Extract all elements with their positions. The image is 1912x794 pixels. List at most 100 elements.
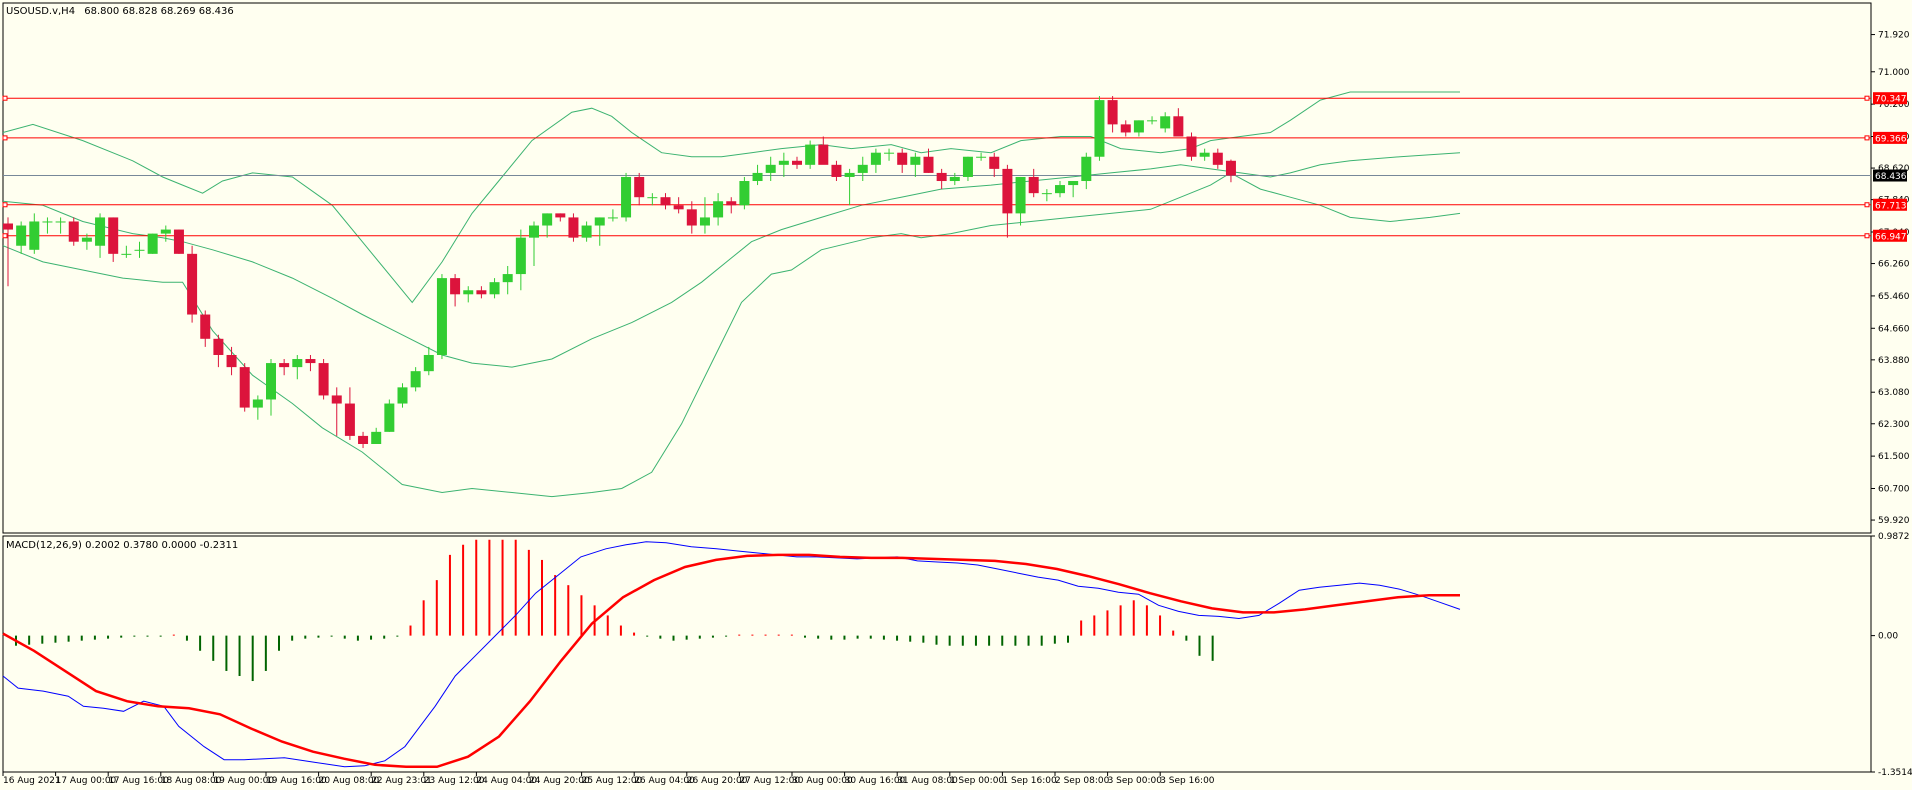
- level-handle[interactable]: [2, 95, 8, 101]
- bearish-candle[interactable]: [923, 156, 934, 173]
- bearish-candle[interactable]: [1120, 124, 1131, 133]
- bullish-candle[interactable]: [252, 399, 263, 408]
- bullish-candle[interactable]: [542, 213, 553, 226]
- bearish-candle[interactable]: [450, 278, 461, 295]
- bearish-candle[interactable]: [68, 221, 79, 242]
- bullish-candle[interactable]: [1041, 193, 1052, 195]
- bullish-candle[interactable]: [423, 354, 434, 372]
- bearish-candle[interactable]: [1028, 176, 1039, 194]
- bullish-candle[interactable]: [95, 217, 106, 246]
- bullish-candle[interactable]: [436, 278, 447, 355]
- bullish-candle[interactable]: [384, 403, 395, 432]
- bearish-candle[interactable]: [239, 367, 250, 408]
- bearish-candle[interactable]: [108, 217, 119, 254]
- bullish-candle[interactable]: [910, 156, 921, 165]
- bearish-candle[interactable]: [634, 176, 645, 198]
- bearish-candle[interactable]: [305, 359, 316, 364]
- bullish-candle[interactable]: [1094, 100, 1105, 157]
- bearish-candle[interactable]: [344, 403, 355, 436]
- bearish-candle[interactable]: [568, 217, 579, 238]
- bullish-candle[interactable]: [55, 221, 66, 223]
- bearish-candle[interactable]: [3, 223, 13, 230]
- bearish-candle[interactable]: [1002, 168, 1013, 214]
- bullish-candle[interactable]: [765, 164, 776, 173]
- bullish-candle[interactable]: [1068, 181, 1079, 186]
- level-handle[interactable]: [1864, 95, 1870, 101]
- level-handle[interactable]: [2, 202, 8, 208]
- level-handle[interactable]: [1864, 202, 1870, 208]
- bearish-candle[interactable]: [818, 144, 829, 165]
- level-handle[interactable]: [1864, 233, 1870, 239]
- bullish-candle[interactable]: [410, 371, 421, 388]
- bearish-candle[interactable]: [1212, 152, 1223, 165]
- bearish-candle[interactable]: [226, 354, 237, 368]
- bullish-candle[interactable]: [1147, 120, 1158, 122]
- bullish-candle[interactable]: [502, 274, 513, 283]
- bearish-candle[interactable]: [831, 164, 842, 177]
- bullish-candle[interactable]: [949, 176, 960, 182]
- bullish-candle[interactable]: [962, 156, 973, 177]
- bearish-candle[interactable]: [726, 201, 737, 206]
- bearish-candle[interactable]: [660, 197, 671, 206]
- bullish-candle[interactable]: [857, 164, 868, 173]
- bullish-candle[interactable]: [713, 201, 724, 218]
- bullish-candle[interactable]: [976, 156, 987, 158]
- bearish-candle[interactable]: [1186, 136, 1197, 157]
- bullish-candle[interactable]: [515, 237, 526, 275]
- bearish-candle[interactable]: [989, 156, 1000, 169]
- bullish-candle[interactable]: [29, 221, 40, 250]
- level-handle[interactable]: [1864, 135, 1870, 141]
- bearish-candle[interactable]: [279, 363, 290, 368]
- bullish-candle[interactable]: [805, 144, 816, 165]
- bullish-candle[interactable]: [621, 176, 632, 218]
- bearish-candle[interactable]: [200, 314, 211, 339]
- level-handle[interactable]: [2, 233, 8, 239]
- bullish-candle[interactable]: [778, 160, 789, 165]
- bearish-candle[interactable]: [936, 172, 947, 182]
- bullish-candle[interactable]: [870, 152, 881, 165]
- bullish-candle[interactable]: [594, 217, 605, 226]
- bullish-candle[interactable]: [844, 172, 855, 177]
- bullish-candle[interactable]: [81, 237, 92, 242]
- bearish-candle[interactable]: [1173, 116, 1184, 137]
- bearish-candle[interactable]: [673, 205, 684, 210]
- bullish-candle[interactable]: [739, 181, 750, 206]
- bearish-candle[interactable]: [173, 229, 184, 254]
- bullish-candle[interactable]: [699, 217, 710, 226]
- bullish-candle[interactable]: [463, 290, 474, 295]
- bullish-candle[interactable]: [752, 172, 763, 182]
- bullish-candle[interactable]: [607, 217, 618, 219]
- bullish-candle[interactable]: [266, 363, 276, 400]
- bullish-candle[interactable]: [647, 197, 658, 199]
- bullish-candle[interactable]: [1199, 152, 1210, 157]
- bearish-candle[interactable]: [358, 435, 369, 444]
- bullish-candle[interactable]: [1133, 120, 1144, 133]
- bearish-candle[interactable]: [555, 213, 566, 218]
- bullish-candle[interactable]: [42, 221, 53, 223]
- bullish-candle[interactable]: [160, 229, 171, 234]
- bullish-candle[interactable]: [1081, 156, 1092, 182]
- bullish-candle[interactable]: [581, 225, 592, 238]
- bearish-candle[interactable]: [686, 209, 697, 226]
- bearish-candle[interactable]: [1107, 100, 1118, 125]
- bullish-candle[interactable]: [1055, 185, 1065, 194]
- bullish-candle[interactable]: [884, 152, 895, 154]
- bearish-candle[interactable]: [331, 395, 342, 404]
- bearish-candle[interactable]: [187, 253, 198, 315]
- bullish-candle[interactable]: [121, 253, 132, 255]
- bullish-candle[interactable]: [134, 249, 145, 251]
- bullish-candle[interactable]: [1015, 176, 1026, 214]
- bullish-candle[interactable]: [397, 387, 408, 404]
- bearish-candle[interactable]: [318, 363, 329, 396]
- bearish-candle[interactable]: [1225, 160, 1236, 176]
- bearish-candle[interactable]: [792, 160, 802, 165]
- bullish-candle[interactable]: [16, 225, 27, 246]
- bullish-candle[interactable]: [1160, 116, 1171, 129]
- bearish-candle[interactable]: [897, 152, 908, 165]
- bullish-candle[interactable]: [371, 431, 382, 444]
- bullish-candle[interactable]: [292, 359, 303, 368]
- level-handle[interactable]: [2, 135, 8, 141]
- bullish-candle[interactable]: [489, 282, 500, 295]
